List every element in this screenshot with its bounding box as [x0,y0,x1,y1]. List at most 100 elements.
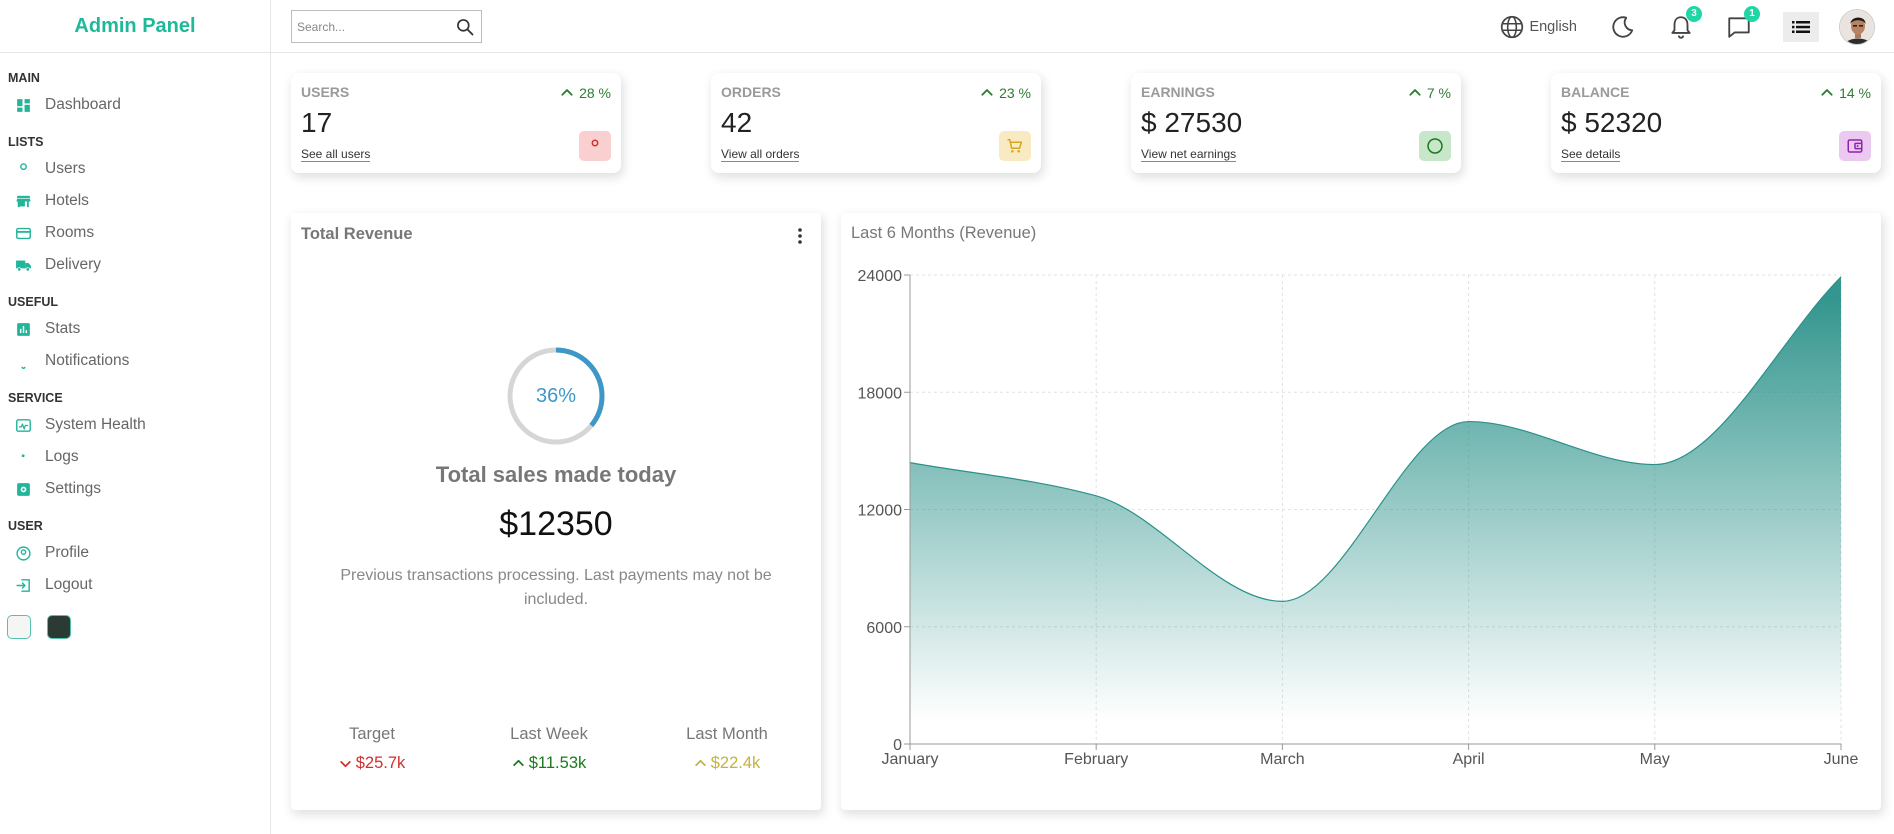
sidebar-item-delivery[interactable]: Delivery [8,249,262,281]
user-icon [15,161,32,178]
widget-balance: BALANCE 14 % $ 52320 See details [1551,73,1881,173]
widget-title: EARNINGS [1141,84,1215,100]
notifications-badge: 3 [1686,6,1702,22]
widget-percentage: 14 % [1820,85,1871,101]
sidebar-item-profile[interactable]: Profile [8,537,262,569]
nav-icon [14,448,32,466]
dark-theme-button[interactable] [47,615,71,639]
dark-mode-toggle[interactable] [1609,13,1637,41]
sidebar-item-logout[interactable]: Logout [8,569,262,601]
light-theme-button[interactable] [7,615,31,639]
list-view-button[interactable] [1783,12,1819,42]
y-tick-label: 24000 [858,268,903,285]
logout-icon [15,577,32,594]
sidebar-item-rooms[interactable]: Rooms [8,217,262,249]
sidebar-item-label: Hotels [45,192,89,210]
dollar-icon [1426,137,1444,155]
sidebar-section: SERVICE System Health Logs Settings [8,387,262,505]
widget-link[interactable]: See all users [301,147,370,162]
revenue-chart-card: Last 6 Months (Revenue) 0 6000 12000 18000 2… [841,213,1881,810]
summary-last-week: Last Week $11.53k [469,725,629,773]
notifications-button[interactable]: 3 [1667,13,1695,41]
sidebar-nav: MAIN Dashboard LISTS Users Hotels Rooms Delive… [0,53,270,601]
widget-percentage: 28 % [560,85,611,101]
widget-title: ORDERS [721,84,781,100]
nav-icon [14,320,32,338]
widget-icon-badge [1419,131,1451,161]
sidebar-section-title: USEFUL [8,291,262,313]
nav-icon [14,256,32,274]
widget-percentage-value: 28 % [579,85,611,101]
shopping-cart-icon [1006,137,1024,155]
more-vert-icon[interactable] [791,225,809,247]
sidebar-item-logs[interactable]: Logs [8,441,262,473]
revenue-subtitle: Total sales made today [291,462,821,488]
summary-title: Last Week [469,725,629,744]
user-avatar-icon [1840,10,1875,45]
widget-percentage: 23 % [980,85,1031,101]
bell-icon [15,353,32,370]
x-tick-label: February [1064,751,1128,768]
widget-value: 42 [721,107,752,139]
topbar: English 3 1 [271,0,1894,53]
widget-percentage-value: 23 % [999,85,1031,101]
logo[interactable]: Admin Panel [74,15,195,38]
sidebar-item-label: Rooms [45,224,94,242]
summary-title: Last Month [647,725,807,744]
widget-value: $ 27530 [1141,107,1242,139]
sidebar-item-notifications[interactable]: Notifications [8,345,262,377]
sidebar-section: USER Profile Logout [8,515,262,601]
credit-card-icon [15,225,32,242]
widget-link[interactable]: See details [1561,147,1620,162]
truck-icon [15,257,32,274]
summary-amount: $25.7k [356,754,406,773]
sidebar-item-system-health[interactable]: System Health [8,409,262,441]
summary-amount: $22.4k [711,754,761,773]
chevron-up-icon [694,757,707,770]
nav-icon [14,576,32,594]
chevron-up-icon [1820,86,1834,100]
sidebar-section-title: SERVICE [8,387,262,409]
widget-link[interactable]: View all orders [721,147,799,162]
language-selector[interactable]: English [1499,14,1577,40]
nav-icon [14,352,32,370]
sidebar-item-label: Profile [45,544,89,562]
sidebar-item-label: Logout [45,576,92,594]
widget-percentage-value: 7 % [1427,85,1451,101]
sidebar-section: LISTS Users Hotels Rooms Delivery [8,131,262,281]
sidebar-item-users[interactable]: Users [8,153,262,185]
chevron-up-icon [512,757,525,770]
widget-percentage: 7 % [1408,85,1451,101]
sidebar-item-label: Settings [45,480,101,498]
sidebar-item-settings[interactable]: Settings [8,473,262,505]
chevron-up-icon [560,86,574,100]
topbar-items: English 3 1 [1499,0,1894,53]
search-input[interactable] [297,20,447,34]
sidebar-item-stats[interactable]: Stats [8,313,262,345]
nav-icon [14,416,32,434]
nav-icon [14,192,32,210]
widget-icon-badge [1839,131,1871,161]
sidebar-item-label: Dashboard [45,96,121,114]
widget-link[interactable]: View net earnings [1141,147,1236,162]
sidebar-item-label: Stats [45,320,80,338]
summary-title: Target [292,725,452,744]
search-icon[interactable] [455,17,475,37]
sidebar-item-dashboard[interactable]: Dashboard [8,89,262,121]
widget-percentage-value: 14 % [1839,85,1871,101]
summary-last-month: Last Month $22.4k [647,725,807,773]
sidebar-item-label: Users [45,160,85,178]
summary-value: $25.7k [292,754,452,773]
messages-button[interactable]: 1 [1725,13,1753,41]
sidebar-section: USEFUL Stats Notifications [8,291,262,377]
settings-icon [15,481,32,498]
avatar[interactable] [1839,9,1875,45]
health-icon [15,417,32,434]
sidebar-item-hotels[interactable]: Hotels [8,185,262,217]
list-icon [1791,19,1811,35]
sidebar-section-title: LISTS [8,131,262,153]
x-tick-label: June [1824,751,1859,768]
theme-switcher [0,615,270,639]
person-icon [586,137,604,155]
sidebar-item-label: Logs [45,448,79,466]
